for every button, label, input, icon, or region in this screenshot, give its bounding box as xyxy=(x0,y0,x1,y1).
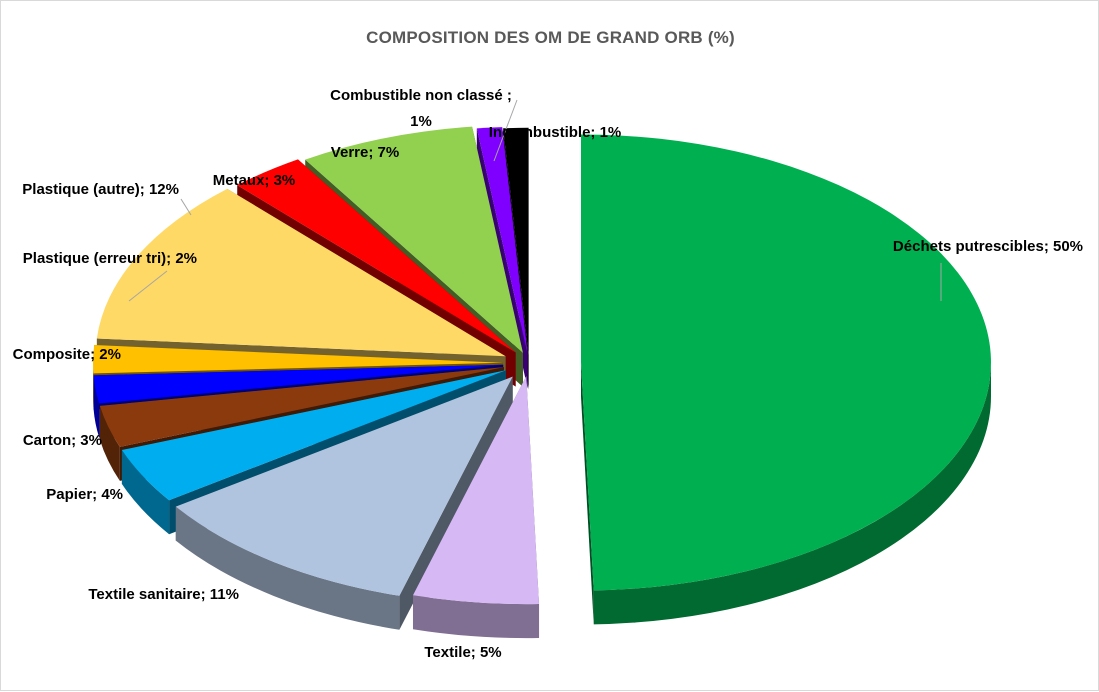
chart-title: COMPOSITION DES OM DE GRAND ORB (%) xyxy=(366,28,735,47)
leader-line-combustible-non-classe xyxy=(493,99,518,162)
data-label-textile-sanitaire: Textile sanitaire; 11% xyxy=(88,586,239,603)
data-label-verre: Verre; 7% xyxy=(331,144,399,161)
pie-slice-dechets-putrescibles xyxy=(580,134,991,625)
data-label-textile: Textile; 5% xyxy=(424,644,501,661)
pie-slice-textile xyxy=(412,376,540,639)
leader-line-plastique-erreur-tri xyxy=(128,270,168,302)
data-label-composite: Composite; 2% xyxy=(13,346,121,363)
data-label-papier: Papier; 4% xyxy=(46,486,123,503)
data-label-plastique-autre: Plastique (autre); 12% xyxy=(22,181,179,198)
data-label-plastique-erreur-tri: Plastique (erreur tri); 2% xyxy=(23,250,197,267)
data-label-metaux: Metaux; 3% xyxy=(213,172,296,189)
leader-line-plastique-autre xyxy=(180,198,192,216)
data-label-incombustible: Incombustible; 1% xyxy=(489,124,622,141)
data-label-combustible-non-classe: Combustible non classé ; 1% xyxy=(330,87,512,130)
pie-slice-textile-sanitaire xyxy=(175,376,513,630)
data-label-carton: Carton; 3% xyxy=(23,432,102,449)
data-label-dechets-putrescibles: Déchets putrescibles; 50% xyxy=(893,238,1083,255)
